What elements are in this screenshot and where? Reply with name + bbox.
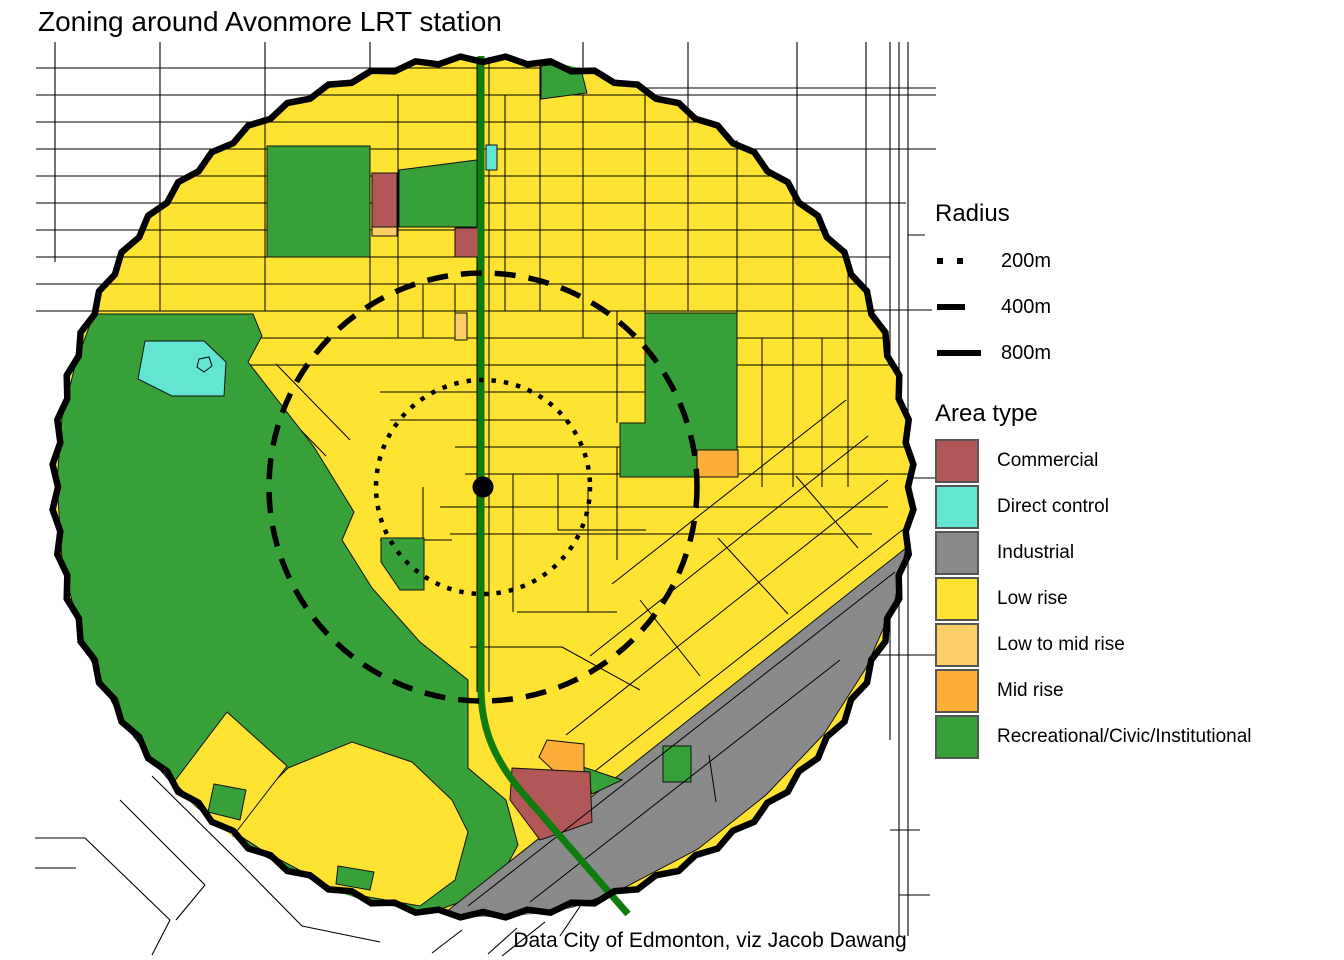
- radius-legend: Radius 200m 400m 800m: [935, 200, 1051, 376]
- lrt-line: [477, 56, 631, 917]
- area-legend-items: Commercial Direct control Industrial Low ri…: [935, 438, 1252, 760]
- radius-item-label: 800m: [1001, 341, 1052, 364]
- radius-legend-item: 800m: [935, 330, 1051, 376]
- zone-recreational_civic_institutional: [398, 159, 478, 228]
- zone-mid_rise: [696, 449, 739, 478]
- legend-swatch-commercial: [935, 439, 979, 483]
- buffer-200m: [373, 377, 593, 597]
- radius-sample-800m: [937, 350, 981, 356]
- area-legend-item: Direct control: [935, 484, 1252, 530]
- chart-title: Zoning around Avonmore LRT station: [38, 6, 502, 37]
- zone-commercial: [454, 227, 479, 258]
- pond-outline: [196, 356, 213, 373]
- area-type-legend: Area type Commercial Direct control Indust…: [935, 400, 1252, 760]
- radius-legend-items: 200m 400m 800m: [935, 238, 1051, 376]
- legend-swatch-direct_control: [935, 485, 979, 529]
- legend-swatch-mid_rise: [935, 669, 979, 713]
- area-legend-item: Commercial: [935, 438, 1252, 484]
- legend-swatch-low_rise: [935, 577, 979, 621]
- area-legend-item: Low rise: [935, 576, 1252, 622]
- area-legend-item: Low to mid rise: [935, 622, 1252, 668]
- zone-recreational_civic_institutional: [266, 145, 371, 258]
- zone-recreational_civic_institutional: [380, 537, 425, 591]
- station-point: [472, 476, 494, 498]
- zone-low_rise: [227, 741, 469, 907]
- radius-sample-400m: [937, 304, 966, 310]
- legend-swatch-recreational_civic_institutional: [935, 715, 979, 759]
- area-legend-title: Area type: [935, 400, 1038, 427]
- area-item-label: Low to mid rise: [997, 634, 1125, 655]
- legend-swatch-low_to_mid_rise: [935, 623, 979, 667]
- zone-recreational_civic_institutional: [662, 745, 692, 783]
- buffer-800m: [49, 53, 917, 921]
- radius-item-label: 200m: [1001, 249, 1052, 272]
- zone-direct_control: [485, 144, 498, 171]
- legend-swatch-industrial: [935, 531, 979, 575]
- area-item-label: Mid rise: [997, 680, 1064, 701]
- buffer-400m: [266, 270, 700, 704]
- area-item-label: Industrial: [997, 542, 1075, 563]
- zone-direct_control: [137, 340, 227, 397]
- radius-item-label: 400m: [1001, 295, 1052, 318]
- zone-commercial: [371, 172, 398, 228]
- area-legend-item: Mid rise: [935, 668, 1252, 714]
- radius-legend-item: 400m: [935, 284, 1051, 330]
- zone-low_to_mid_rise: [454, 312, 468, 341]
- data-credit: Data City of Edmonton, viz Jacob Dawang: [513, 929, 907, 952]
- area-item-label: Low rise: [997, 588, 1068, 609]
- zone-recreational_civic_institutional: [207, 783, 247, 821]
- area-legend-item: Recreational/Civic/Institutional: [935, 714, 1252, 760]
- area-item-label: Direct control: [997, 496, 1109, 517]
- radius-legend-item: 200m: [935, 238, 1051, 284]
- area-item-label: Recreational/Civic/Institutional: [997, 726, 1252, 747]
- radius-legend-title: Radius: [935, 200, 1010, 227]
- zone-commercial: [509, 767, 593, 841]
- area-legend-item: Industrial: [935, 530, 1252, 576]
- radius-sample-200m: [937, 258, 965, 264]
- zone-recreational_civic_institutional: [335, 865, 375, 891]
- zone-low_to_mid_rise: [371, 226, 398, 237]
- area-item-label: Commercial: [997, 450, 1099, 471]
